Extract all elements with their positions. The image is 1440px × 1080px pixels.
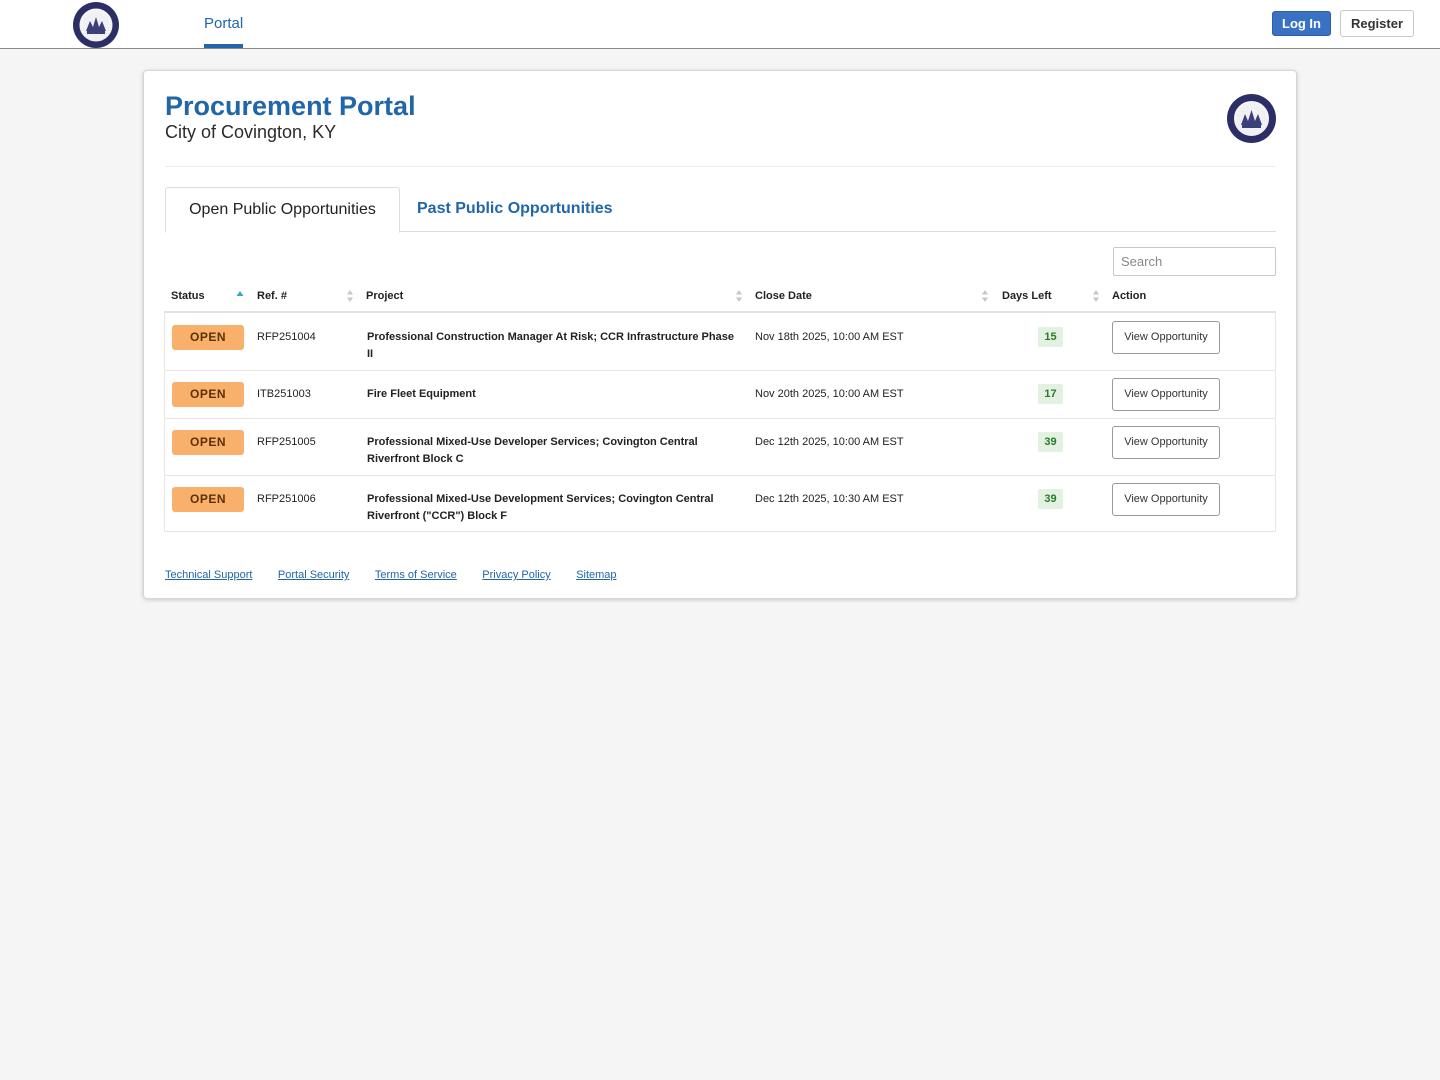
table-row: OPEN RFP251006 Professional Mixed-Use De… xyxy=(165,475,1275,531)
status-badge: OPEN xyxy=(172,430,244,455)
table-header: Status Ref. # Project Close Date Days Le… xyxy=(164,281,1276,313)
view-opportunity-button[interactable]: View Opportunity xyxy=(1112,321,1220,354)
ref-number: ITB251003 xyxy=(257,388,311,400)
project-name: Professional Mixed-Use Developer Service… xyxy=(367,436,698,465)
page-title: Procurement Portal xyxy=(165,91,416,121)
table-body: OPEN RFP251004 Professional Construction… xyxy=(164,313,1276,532)
opportunities-table: Status Ref. # Project Close Date Days Le… xyxy=(164,281,1276,532)
column-header-close-date[interactable]: Close Date xyxy=(755,290,812,302)
tabs-divider xyxy=(165,231,1276,232)
close-date: Nov 18th 2025, 10:00 AM EST xyxy=(755,331,904,343)
tab-past-opportunities[interactable]: Past Public Opportunities xyxy=(417,200,613,217)
column-header-ref[interactable]: Ref. # xyxy=(257,290,287,302)
status-badge: OPEN xyxy=(172,325,244,350)
terms-of-service-link[interactable]: Terms of Service xyxy=(374,569,457,581)
view-opportunity-button[interactable]: View Opportunity xyxy=(1112,483,1220,516)
project-name: Professional Construction Manager At Ris… xyxy=(367,331,734,360)
ref-number: RFP251006 xyxy=(257,493,316,505)
days-left-badge: 15 xyxy=(1038,327,1063,347)
footer-links: Technical Support Portal Security Terms … xyxy=(165,565,638,583)
sitemap-link[interactable]: Sitemap xyxy=(576,569,617,581)
city-seal-icon[interactable] xyxy=(72,1,120,49)
ref-number: RFP251005 xyxy=(257,436,316,448)
register-button[interactable]: Register xyxy=(1340,10,1414,37)
close-date: Dec 12th 2025, 10:30 AM EST xyxy=(755,493,904,505)
page-subtitle: City of Covington, KY xyxy=(165,122,337,142)
days-left-badge: 17 xyxy=(1038,384,1063,404)
close-date: Nov 20th 2025, 10:00 AM EST xyxy=(755,388,904,400)
privacy-policy-link[interactable]: Privacy Policy xyxy=(482,569,551,581)
sort-arrows-icon[interactable] xyxy=(981,289,989,303)
close-date: Dec 12th 2025, 10:00 AM EST xyxy=(755,436,904,448)
column-header-status[interactable]: Status xyxy=(171,290,205,302)
search-input[interactable] xyxy=(1113,247,1276,276)
sort-arrows-icon[interactable] xyxy=(346,289,354,303)
status-badge: OPEN xyxy=(172,382,244,407)
project-name: Fire Fleet Equipment xyxy=(367,388,476,400)
city-seal-icon xyxy=(1227,94,1276,143)
column-header-project[interactable]: Project xyxy=(366,290,404,302)
days-left-badge: 39 xyxy=(1038,489,1063,509)
ref-number: RFP251004 xyxy=(257,331,316,343)
column-header-days-left[interactable]: Days Left xyxy=(1002,290,1052,302)
column-header-action: Action xyxy=(1112,290,1147,302)
login-button[interactable]: Log In xyxy=(1272,11,1331,36)
status-badge: OPEN xyxy=(172,487,244,512)
table-row: OPEN RFP251004 Professional Construction… xyxy=(165,313,1275,370)
technical-support-link[interactable]: Technical Support xyxy=(165,569,253,581)
sort-ascending-icon[interactable] xyxy=(236,289,244,303)
top-navbar: Portal Log In Register xyxy=(0,0,1440,49)
days-left-badge: 39 xyxy=(1038,432,1063,452)
view-opportunity-button[interactable]: View Opportunity xyxy=(1112,426,1220,459)
tab-open-opportunities[interactable]: Open Public Opportunities xyxy=(165,187,400,233)
sort-arrows-icon[interactable] xyxy=(1092,289,1100,303)
project-name: Professional Mixed-Use Development Servi… xyxy=(367,493,714,522)
portal-security-link[interactable]: Portal Security xyxy=(277,569,350,581)
table-row: OPEN RFP251005 Professional Mixed-Use De… xyxy=(165,418,1275,475)
portal-card: Procurement Portal City of Covington, KY… xyxy=(143,70,1297,599)
sort-arrows-icon[interactable] xyxy=(735,289,743,303)
header-divider xyxy=(165,166,1276,167)
table-row: OPEN ITB251003 Fire Fleet Equipment Nov … xyxy=(165,370,1275,418)
view-opportunity-button[interactable]: View Opportunity xyxy=(1112,378,1220,411)
nav-portal-tab[interactable]: Portal xyxy=(204,0,244,48)
